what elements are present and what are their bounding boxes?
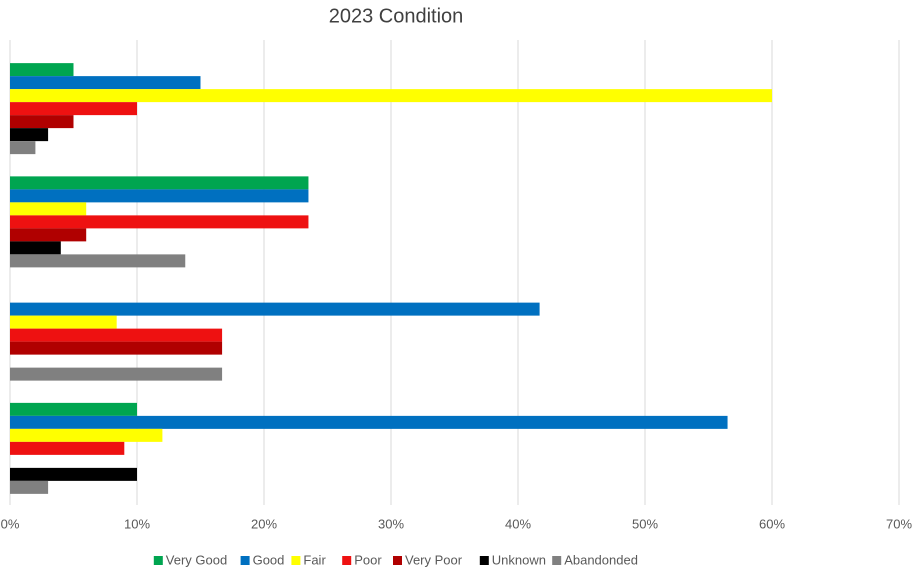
bar xyxy=(10,202,87,216)
bar xyxy=(10,189,309,203)
bar xyxy=(10,141,36,155)
bar xyxy=(10,467,137,481)
legend-label: Fair xyxy=(303,552,326,567)
x-tick-label: 0% xyxy=(1,516,20,531)
x-tick-label: 30% xyxy=(378,516,404,531)
legend-label: Poor xyxy=(354,552,382,567)
bar xyxy=(10,215,309,229)
legend-swatch xyxy=(291,556,301,565)
x-tick-label: 10% xyxy=(124,516,150,531)
bar xyxy=(10,176,309,190)
x-tick-label: 20% xyxy=(251,516,277,531)
legend-label: Unknown xyxy=(492,552,546,567)
legend-swatch xyxy=(153,556,163,565)
legend-swatch xyxy=(479,556,489,565)
bar xyxy=(10,402,137,416)
legend-swatch xyxy=(342,556,352,565)
legend-label: Abandonded xyxy=(564,552,638,567)
legend-swatch xyxy=(393,556,402,565)
legend-label: Very Good xyxy=(166,552,227,567)
x-tick-label: 40% xyxy=(505,516,531,531)
bar xyxy=(10,241,61,255)
bar xyxy=(10,228,87,242)
bar xyxy=(10,128,49,142)
bar xyxy=(10,415,728,429)
bar xyxy=(10,367,223,381)
bar xyxy=(10,115,74,129)
bar xyxy=(10,328,223,342)
bar xyxy=(10,63,74,77)
bar xyxy=(10,428,163,442)
x-tick-label: 70% xyxy=(886,516,912,531)
bar xyxy=(10,76,201,90)
bar xyxy=(10,315,117,329)
bar xyxy=(10,102,137,116)
legend-swatch xyxy=(552,556,562,565)
legend-label: Very Poor xyxy=(405,552,463,567)
bar xyxy=(10,480,49,494)
x-tick-label: 60% xyxy=(759,516,785,531)
bar xyxy=(10,89,772,103)
bar xyxy=(10,254,186,268)
bar xyxy=(10,302,540,316)
chart-title: 2023 Condition xyxy=(329,5,464,27)
legend-swatch xyxy=(240,556,250,565)
bar xyxy=(10,341,223,355)
bar xyxy=(10,441,125,455)
x-tick-label: 50% xyxy=(632,516,658,531)
legend-label: Good xyxy=(253,552,285,567)
